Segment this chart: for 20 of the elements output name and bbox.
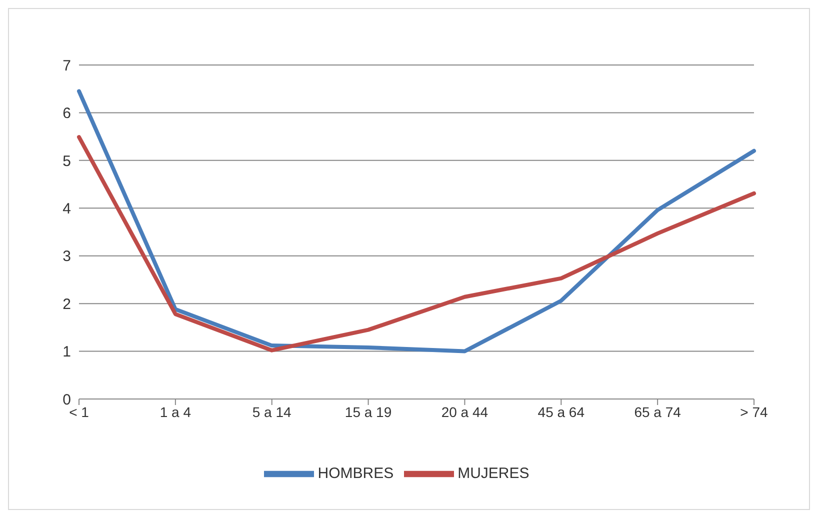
x-tick-label: 5 a 14 (252, 404, 292, 420)
line-series (77, 89, 756, 354)
y-tick-label: 1 (62, 344, 71, 361)
x-tick-label: < 1 (69, 404, 90, 420)
line-series (77, 135, 756, 352)
x-tick-label: 45 a 64 (538, 404, 585, 420)
x-tick-label: 15 a 19 (344, 404, 392, 420)
legend-label: HOMBRES (318, 464, 394, 482)
x-tick-label: > 74 (740, 404, 768, 420)
y-tick-label: 2 (62, 296, 71, 313)
legend-label: MUJERES (458, 464, 530, 482)
x-tick-label: 65 a 74 (634, 404, 682, 420)
y-tick-label: 6 (62, 105, 71, 122)
y-tick-label: 3 (62, 248, 71, 266)
y-tick-label: 7 (62, 57, 71, 74)
x-tick-label: 1 a 4 (160, 404, 192, 420)
y-tick-label: 5 (62, 152, 71, 170)
x-tick-label: 20 a 44 (441, 404, 488, 420)
y-tick-label: 0 (62, 391, 71, 408)
y-tick-label: 4 (62, 200, 71, 218)
